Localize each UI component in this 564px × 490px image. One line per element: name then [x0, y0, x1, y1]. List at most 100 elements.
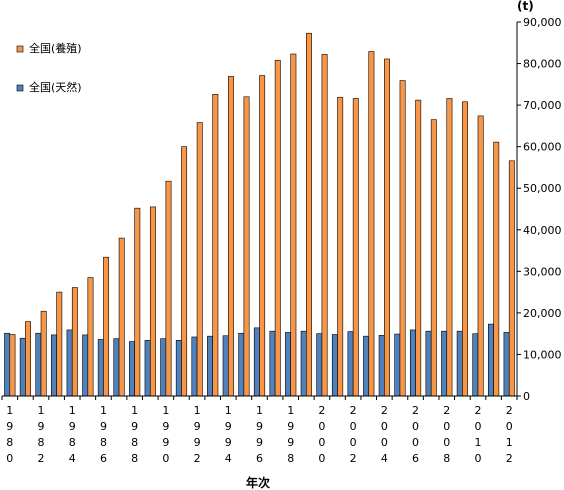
bar-wild-1990 — [160, 338, 167, 397]
bar-wild-2008 — [441, 330, 448, 397]
bar-wild-1980 — [4, 332, 11, 397]
bar-farmed-1986 — [103, 256, 110, 397]
bar-farmed-2006 — [415, 99, 422, 397]
bar-wild-2000 — [316, 333, 323, 397]
bar-wild-1992 — [191, 336, 198, 397]
bar-farmed-2008 — [446, 98, 453, 397]
bar-wild-2007 — [425, 330, 432, 397]
x-axis-title: 年次 — [246, 475, 270, 490]
bar-farmed-2005 — [399, 80, 406, 397]
bar-wild-2006 — [409, 329, 416, 397]
bar-farmed-2004 — [384, 58, 390, 397]
y-tick-label: 0 — [523, 390, 530, 403]
y-tick-label: 20,000 — [523, 307, 562, 320]
bar-wild-1983 — [51, 334, 57, 397]
bar-wild-1988 — [129, 341, 135, 397]
bar-farmed-2002 — [352, 98, 359, 397]
bar-farmed-1984 — [71, 287, 78, 397]
bar-farmed-1992 — [196, 122, 203, 397]
legend-swatch — [16, 45, 24, 53]
bar-wild-1993 — [207, 335, 213, 397]
y-unit-label: (t) — [517, 0, 534, 13]
bar-wild-1985 — [82, 334, 89, 397]
bar-farmed-2001 — [337, 96, 344, 397]
bar-farmed-2003 — [368, 51, 375, 397]
bar-wild-2003 — [363, 335, 370, 397]
y-tick-label: 40,000 — [523, 224, 562, 237]
bar-farmed-1982 — [40, 310, 47, 397]
bar-wild-2011 — [487, 323, 494, 397]
legend-label: 全国(天然) — [29, 80, 82, 94]
bar-farmed-2000 — [321, 54, 328, 397]
y-tick-label: 10,000 — [523, 348, 562, 361]
y-tick-label: 70,000 — [523, 99, 562, 112]
bar-farmed-1998 — [290, 53, 297, 397]
x-ticks-group: 1 9 8 0 1 9 8 2 1 9 8 4 1 9 8 6 1 9 8 8 1 9 9 0 1 9 9 2 1 9 9 4 1 9 9 6 1 9 9 8… — [1, 396, 518, 465]
bar-wild-2001 — [331, 334, 338, 397]
y-ticks-group: 0 10,000 20,000 30,000 40,000 50,000 60,000 70,… — [517, 16, 562, 403]
bar-farmed-2012 — [508, 160, 515, 397]
bar-wild-2009 — [456, 330, 463, 397]
bar-wild-1999 — [300, 330, 307, 397]
bar-wild-1982 — [35, 332, 42, 397]
bar-farmed-1980 — [9, 334, 16, 397]
bar-farmed-1987 — [118, 237, 125, 397]
bar-farmed-1981 — [25, 321, 32, 397]
bar-wild-1991 — [175, 340, 182, 397]
bar-farmed-2010 — [477, 115, 484, 397]
bar-farmed-1995 — [243, 96, 250, 397]
bar-farmed-1989 — [149, 206, 156, 397]
bar-wild-1981 — [19, 337, 26, 397]
bar-farmed-1996 — [259, 75, 266, 397]
bar-farmed-1985 — [87, 277, 94, 397]
y-tick-label: 60,000 — [523, 141, 562, 154]
legend-swatch — [16, 84, 24, 92]
bar-wild-1996 — [253, 327, 260, 397]
bars-group — [4, 32, 515, 397]
bar-wild-2004 — [378, 335, 385, 397]
bar-wild-2002 — [347, 331, 354, 397]
legend: 全国(養殖) 全国(天然) — [16, 41, 82, 94]
bar-wild-1989 — [144, 340, 151, 397]
bar-wild-1986 — [97, 339, 104, 397]
bar-farmed-1999 — [306, 32, 312, 397]
bar-wild-1987 — [113, 338, 120, 397]
y-tick-label: 50,000 — [523, 182, 562, 195]
bar-farmed-1983 — [56, 291, 63, 397]
bar-wild-1997 — [269, 330, 276, 397]
bar-wild-1984 — [66, 329, 73, 397]
y-tick-label: 30,000 — [523, 265, 562, 278]
bar-farmed-2011 — [493, 141, 500, 397]
bar-wild-2005 — [394, 333, 401, 397]
bar-wild-1995 — [238, 332, 245, 397]
bar-wild-2010 — [472, 333, 479, 397]
bar-wild-1998 — [285, 332, 292, 397]
bar-wild-1994 — [222, 335, 229, 397]
bar-farmed-1994 — [227, 76, 234, 397]
bar-farmed-1993 — [212, 94, 219, 397]
legend-label: 全国(養殖) — [29, 41, 82, 55]
y-tick-label: 80,000 — [523, 58, 562, 71]
bar-farmed-1990 — [165, 180, 172, 397]
bar-farmed-2007 — [430, 119, 437, 397]
bar-wild-2012 — [503, 332, 510, 397]
bar-farmed-1997 — [274, 59, 281, 397]
